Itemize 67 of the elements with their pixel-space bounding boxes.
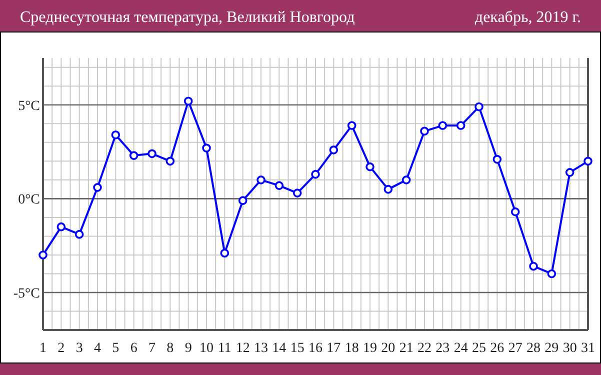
point — [384, 184, 393, 194]
point — [38, 250, 48, 260]
x-tick-label: 2 — [58, 341, 65, 356]
x-tick-label: 23 — [436, 341, 450, 356]
x-tick-label: 10 — [200, 341, 214, 356]
x-tick-label: 30 — [562, 341, 577, 356]
x-tick-label: 27 — [508, 341, 522, 356]
point — [311, 170, 320, 179]
point — [184, 96, 193, 106]
point — [420, 126, 429, 136]
point — [366, 162, 374, 172]
x-tick-label: 31 — [581, 341, 595, 356]
x-tick-label: 11 — [218, 341, 232, 356]
point — [166, 156, 175, 166]
point — [256, 176, 266, 184]
x-tick-label: 28 — [526, 341, 540, 356]
point — [584, 156, 592, 166]
y-tick-label: -5°C — [13, 286, 40, 302]
x-tick-label: 14 — [272, 341, 286, 356]
x-tick-label: 1 — [40, 341, 46, 356]
x-tick-label: 9 — [184, 341, 192, 356]
point — [74, 230, 84, 239]
x-tick-label: 13 — [254, 341, 268, 356]
x-tick-label: 12 — [236, 341, 250, 356]
point — [111, 130, 120, 140]
x-tick-label: 19 — [363, 341, 377, 356]
point — [274, 181, 284, 190]
point — [56, 222, 66, 232]
x-tick-label: 5 — [112, 341, 120, 356]
point — [438, 121, 448, 130]
x-tick-label: 24 — [454, 341, 468, 356]
x-tick-label: 8 — [166, 341, 174, 356]
point — [565, 168, 574, 177]
x-tick-label: 26 — [490, 341, 504, 356]
point — [529, 262, 538, 271]
point — [220, 248, 230, 258]
point — [402, 176, 411, 184]
x-tick-label: 3 — [76, 341, 83, 356]
point — [510, 207, 520, 216]
point — [456, 121, 466, 130]
point — [474, 102, 484, 112]
x-tick-label: 20 — [381, 341, 396, 356]
point — [202, 144, 211, 152]
x-tick-label: 18 — [344, 341, 359, 356]
chart-subtitle: декабрь, 2019 г. — [474, 9, 581, 26]
point — [329, 146, 338, 154]
x-tick-label: 4 — [94, 341, 101, 356]
x-tick-label: 29 — [544, 341, 559, 356]
point — [129, 151, 138, 160]
x-tick-label: 17 — [326, 341, 341, 356]
point — [93, 183, 102, 192]
point — [292, 188, 302, 198]
y-tick-label: 5°C — [18, 98, 40, 114]
chart-title: Среднесуточная температура, Великий Новгород — [20, 9, 355, 26]
x-tick-label: 22 — [418, 341, 432, 356]
x-tick-label: 7 — [148, 341, 156, 356]
x-tick-label: 6 — [130, 341, 138, 356]
point — [492, 154, 502, 164]
point — [238, 196, 248, 205]
x-tick-label: 21 — [399, 341, 414, 356]
x-tick-label: 16 — [308, 341, 322, 356]
point — [148, 149, 156, 158]
x-tick-label: 15 — [290, 341, 304, 356]
x-tick-label: 25 — [472, 341, 486, 356]
point — [347, 121, 356, 130]
point — [547, 269, 556, 278]
y-tick-label: 0°C — [18, 192, 40, 208]
